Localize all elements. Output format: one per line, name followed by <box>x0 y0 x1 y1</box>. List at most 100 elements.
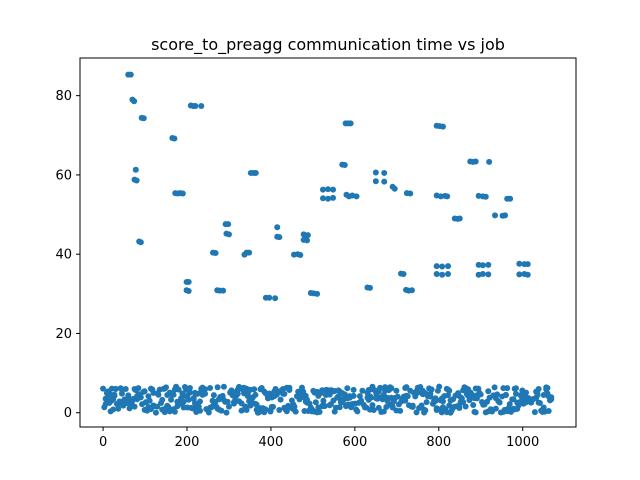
data-point <box>336 404 343 411</box>
data-point <box>266 294 273 301</box>
data-point <box>163 384 170 391</box>
data-point <box>283 408 290 415</box>
data-point <box>218 407 225 414</box>
data-point <box>220 287 227 294</box>
data-point <box>368 394 375 401</box>
data-point <box>146 397 153 404</box>
data-point <box>246 249 253 256</box>
data-point <box>321 403 328 410</box>
data-point <box>210 392 217 399</box>
data-point <box>170 391 177 398</box>
y-tick-label: 60 <box>55 168 72 183</box>
data-point <box>512 390 519 397</box>
data-point <box>344 385 351 392</box>
data-point <box>145 393 152 400</box>
y-tick-label: 0 <box>64 406 72 421</box>
y-tick-label: 20 <box>55 327 72 342</box>
data-point <box>423 399 430 406</box>
data-point <box>185 278 192 285</box>
data-point <box>439 398 446 405</box>
data-point <box>312 399 319 406</box>
data-point <box>356 393 363 400</box>
data-point <box>175 386 182 393</box>
data-point <box>536 399 543 406</box>
data-point <box>304 232 311 239</box>
data-point <box>492 212 499 219</box>
data-point <box>100 385 107 392</box>
data-point <box>359 387 366 394</box>
data-point <box>171 408 178 415</box>
data-point <box>304 237 311 244</box>
data-point <box>168 396 175 403</box>
data-point <box>197 407 204 414</box>
data-point <box>524 261 531 268</box>
data-point <box>400 271 407 278</box>
data-point <box>262 406 269 413</box>
data-point <box>535 386 542 393</box>
data-point <box>277 396 284 403</box>
data-point <box>381 169 388 176</box>
data-point <box>432 395 439 402</box>
x-tick-label: 1000 <box>506 435 539 450</box>
data-point <box>439 271 446 278</box>
data-point <box>485 271 492 278</box>
data-point <box>369 402 376 409</box>
data-point <box>135 385 142 392</box>
data-point <box>225 231 232 238</box>
data-point <box>477 391 484 398</box>
data-point <box>281 390 288 397</box>
data-point <box>127 71 134 78</box>
data-point <box>445 271 452 278</box>
data-point <box>297 251 304 258</box>
data-point <box>270 403 277 410</box>
data-point <box>366 284 373 291</box>
data-point <box>159 396 166 403</box>
data-point <box>439 123 446 130</box>
data-point <box>531 409 538 416</box>
data-point <box>192 102 199 109</box>
x-tick-label: 600 <box>342 435 367 450</box>
data-point <box>516 271 523 278</box>
data-point <box>397 407 404 414</box>
data-point <box>516 260 523 267</box>
data-point <box>485 261 492 268</box>
data-point <box>319 186 326 193</box>
data-point <box>140 115 147 122</box>
data-point <box>479 271 486 278</box>
data-point <box>350 392 357 399</box>
data-point <box>325 186 331 193</box>
data-point <box>524 271 531 278</box>
data-point <box>141 388 148 395</box>
data-point <box>456 215 463 222</box>
data-point <box>186 389 193 396</box>
data-point <box>462 403 469 410</box>
data-point <box>482 193 489 200</box>
data-point <box>422 407 429 414</box>
data-point <box>205 409 212 416</box>
data-point <box>220 383 227 390</box>
data-point <box>132 166 139 173</box>
data-point <box>472 158 479 165</box>
data-point <box>197 398 204 405</box>
data-point <box>251 386 258 393</box>
data-point <box>523 389 530 396</box>
data-point <box>404 393 411 400</box>
data-point <box>485 388 492 395</box>
data-point <box>407 190 414 197</box>
data-point <box>267 408 274 415</box>
data-point <box>319 195 326 202</box>
data-point <box>388 385 395 392</box>
data-point <box>171 135 178 142</box>
data-point <box>446 387 453 394</box>
data-point <box>291 403 298 410</box>
data-point <box>131 98 138 105</box>
data-point <box>381 178 388 185</box>
data-point <box>180 398 187 405</box>
data-point <box>112 385 119 392</box>
data-point <box>225 221 232 228</box>
data-point <box>460 399 467 406</box>
data-point <box>133 177 140 184</box>
data-point <box>137 394 144 401</box>
data-point <box>446 402 453 409</box>
data-point <box>372 169 379 176</box>
